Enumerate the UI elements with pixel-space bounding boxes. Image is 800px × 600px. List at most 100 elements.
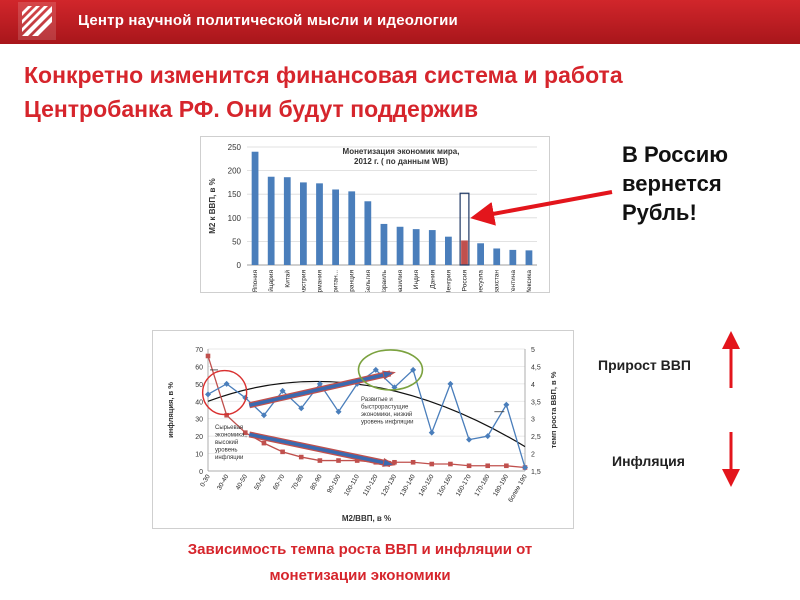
left-tick-label: 20: [195, 434, 203, 441]
gdp-emphasis-arrow-head: [382, 370, 396, 380]
bar: [396, 226, 404, 265]
y-tick-label: 0: [237, 261, 242, 270]
header-bar: Центр научной политической мысли и идеол…: [0, 0, 800, 44]
x-tick-label: 50-60: [253, 473, 268, 491]
annotation-raw-economy: инфляции: [215, 455, 243, 461]
left-tick-label: 40: [195, 399, 203, 406]
gdp-point: [428, 429, 435, 436]
gdp-inflation-line-chart: 0 10 20 30 40 50 60 70 1,5 2 2,5 3 3,5 4 4,5 5 инфляция,…: [152, 330, 574, 529]
x-tick-label: 140-150: [418, 473, 436, 497]
chart-caption: Зависимость темпа роста ВВП и инфляции о…: [100, 537, 620, 589]
left-tick-label: 0: [199, 469, 203, 476]
y-axis-right-label: темп роста ВВП, в %: [549, 371, 558, 448]
x-tick-label: 120-130: [380, 473, 398, 497]
left-tick-label: 30: [195, 417, 203, 424]
left-tick-label: 70: [195, 347, 203, 354]
right-tick-label: 4: [531, 382, 535, 389]
bar: [428, 230, 436, 265]
x-tick-label: Мексика: [526, 270, 533, 293]
inflation-point: [298, 454, 304, 460]
raw-economy-circle: [201, 369, 248, 416]
caption-line-2: монетизации экономики: [269, 567, 451, 584]
gdp-point: [316, 380, 323, 387]
header-title: Центр научной политической мысли и идеол…: [78, 12, 458, 29]
ruble-callout-line-1: В Россию: [622, 142, 729, 167]
inflation-point: [224, 412, 229, 418]
y-axis-label: инфляция, в %: [166, 382, 175, 438]
gdp-point: [372, 366, 379, 373]
inflation-point: [242, 430, 248, 435]
gdp-point: [466, 436, 473, 443]
x-tick-label: Венгрия: [445, 270, 452, 293]
inflation-point: [317, 458, 323, 463]
x-tick-label: Аргентина: [510, 270, 517, 293]
x-tick-label: Бельгия: [365, 270, 372, 293]
bar: [332, 189, 339, 265]
bar: [316, 183, 323, 265]
gdp-point: [335, 408, 342, 415]
bar: [493, 248, 501, 265]
y-axis-label: М2 к ВВП, в %: [208, 178, 217, 234]
logo-icon: [18, 2, 56, 40]
x-tick-label: 80-90: [309, 473, 324, 491]
x-tick-label: 170-180: [473, 473, 491, 497]
inflation-point: [466, 463, 472, 469]
trend-curve: [207, 380, 526, 448]
annotation-developed: быстрорастущие: [361, 405, 409, 411]
gdp-point: [298, 405, 305, 412]
gdp-point: [205, 391, 211, 398]
gdp-point: [242, 394, 249, 401]
x-tick-label: Бразилия: [397, 270, 404, 293]
chart-title-line-2: 2012 г. ( по данным WB): [354, 157, 448, 166]
bar: [525, 250, 533, 265]
x-tick-label: Великобритан...: [332, 270, 340, 293]
x-tick-label: 180-190: [492, 473, 510, 497]
gdp-point: [391, 384, 398, 391]
gdp-emphasis-arrow: [248, 371, 391, 407]
annotation-raw-economy: высокий: [215, 439, 238, 446]
target-bar-outline: [459, 192, 470, 266]
bar: [283, 177, 291, 265]
x-tick-label: 90-100: [326, 473, 342, 494]
x-tick-label: Германия: [317, 270, 324, 293]
inflation-point: [448, 461, 453, 467]
x-tick-label: 150-160: [436, 473, 454, 497]
left-tick-label: 10: [195, 452, 203, 459]
y-tick-label: 250: [228, 143, 242, 152]
gdp-point: [260, 412, 267, 419]
x-tick-label: Китай: [283, 270, 291, 288]
annotation-developed: Развитые и: [361, 397, 393, 403]
gdp-point: [447, 380, 454, 387]
inflation-point: [354, 458, 360, 463]
x-tick-label: Россия: [462, 270, 469, 292]
right-tick-label: 3,5: [531, 399, 541, 406]
bar: [477, 243, 484, 265]
right-tick-label: 4,5: [531, 364, 541, 371]
inflation-point: [429, 461, 435, 467]
monetization-bar-chart: 0 50 100 150 200 250 Монетизация экономик мира…: [200, 136, 550, 293]
x-tick-label: Израиль: [381, 269, 388, 293]
chart-title: Монетизация экономик мира,: [343, 147, 460, 156]
right-tick-label: 5: [531, 347, 535, 354]
inflation-point: [280, 449, 285, 455]
bar: [267, 176, 275, 265]
inflation-point: [205, 353, 211, 359]
inflation-label: Инфляция: [612, 453, 685, 469]
annotation-developed: уровень инфляции: [361, 420, 414, 426]
right-tick-label: 1,5: [531, 469, 541, 476]
inflation-point: [392, 459, 397, 465]
x-tick-label: 30-40: [216, 473, 231, 491]
y-tick-label: 100: [228, 214, 242, 223]
inflation-emphasis-arrow: [248, 432, 391, 466]
x-tick-label: 70-80: [291, 473, 306, 491]
inflation-point: [504, 463, 509, 469]
bar: [509, 249, 517, 265]
y-tick-label: 150: [228, 190, 242, 199]
gdp-point: [279, 387, 286, 394]
inflation-point: [336, 458, 341, 463]
headline: Конкретно изменится финансовая система и…: [24, 62, 623, 122]
annotation-developed: экономики, низкий: [361, 411, 412, 418]
x-tick-label: Дания: [429, 270, 436, 289]
x-tick-label: Япония: [252, 270, 259, 293]
x-tick-label: 130-140: [399, 473, 417, 497]
